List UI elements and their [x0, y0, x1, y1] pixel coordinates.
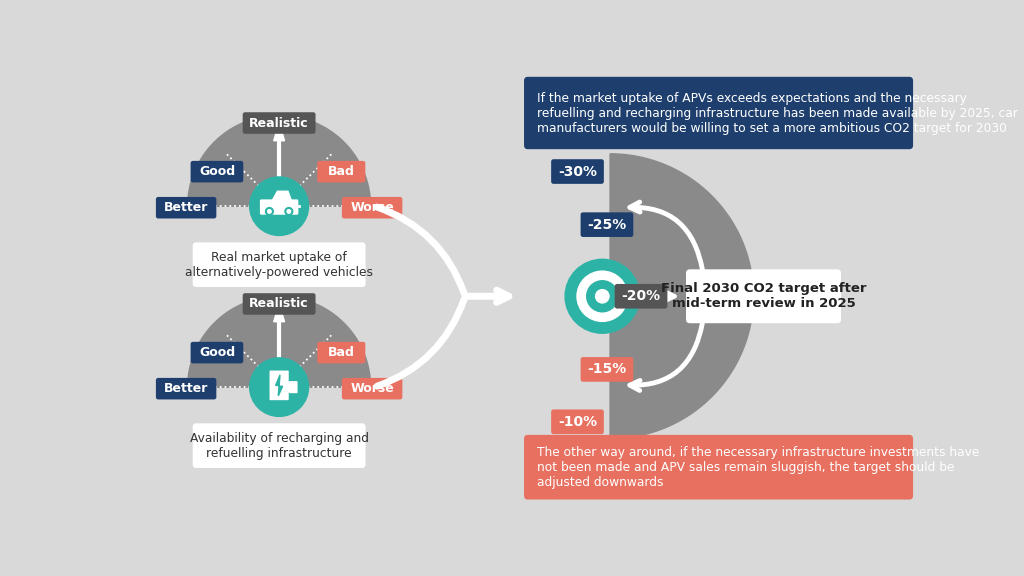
- Circle shape: [250, 177, 308, 236]
- Polygon shape: [272, 191, 292, 201]
- Text: The other way around, if the necessary infrastructure investments have
not been : The other way around, if the necessary i…: [538, 446, 980, 488]
- FancyBboxPatch shape: [342, 197, 402, 218]
- Polygon shape: [187, 115, 371, 206]
- Polygon shape: [273, 123, 285, 141]
- Circle shape: [250, 358, 308, 416]
- Text: Realistic: Realistic: [249, 116, 309, 130]
- FancyBboxPatch shape: [317, 161, 366, 183]
- Circle shape: [587, 281, 617, 312]
- Circle shape: [577, 271, 628, 321]
- FancyBboxPatch shape: [260, 199, 298, 215]
- Circle shape: [267, 210, 271, 213]
- FancyBboxPatch shape: [551, 410, 604, 434]
- FancyBboxPatch shape: [524, 435, 913, 499]
- FancyBboxPatch shape: [524, 77, 913, 149]
- FancyBboxPatch shape: [193, 242, 366, 287]
- FancyBboxPatch shape: [686, 270, 841, 323]
- FancyBboxPatch shape: [614, 284, 668, 309]
- FancyBboxPatch shape: [243, 112, 315, 134]
- Text: -20%: -20%: [622, 289, 660, 304]
- Text: Worse: Worse: [350, 382, 394, 395]
- Circle shape: [287, 210, 291, 213]
- FancyBboxPatch shape: [193, 423, 366, 468]
- FancyBboxPatch shape: [317, 342, 366, 363]
- FancyBboxPatch shape: [581, 213, 633, 237]
- Text: -15%: -15%: [588, 362, 627, 377]
- FancyBboxPatch shape: [190, 342, 244, 363]
- Text: Availability of recharging and
refuelling infrastructure: Availability of recharging and refuellin…: [189, 431, 369, 460]
- FancyBboxPatch shape: [190, 161, 244, 183]
- FancyBboxPatch shape: [156, 197, 216, 218]
- Text: -30%: -30%: [558, 165, 597, 179]
- FancyBboxPatch shape: [551, 159, 604, 184]
- FancyBboxPatch shape: [243, 293, 315, 314]
- Text: Better: Better: [164, 382, 208, 395]
- Circle shape: [596, 290, 609, 303]
- FancyBboxPatch shape: [581, 357, 633, 382]
- FancyBboxPatch shape: [156, 378, 216, 399]
- Polygon shape: [273, 304, 285, 322]
- Text: Bad: Bad: [328, 165, 354, 178]
- Text: Final 2030 CO2 target after
mid-term review in 2025: Final 2030 CO2 target after mid-term rev…: [660, 282, 866, 310]
- Circle shape: [565, 259, 640, 334]
- Polygon shape: [187, 296, 371, 387]
- Text: Realistic: Realistic: [249, 297, 309, 310]
- Text: Worse: Worse: [350, 201, 394, 214]
- Text: -10%: -10%: [558, 415, 597, 429]
- Text: Real market uptake of
alternatively-powered vehicles: Real market uptake of alternatively-powe…: [185, 251, 373, 279]
- FancyBboxPatch shape: [342, 378, 402, 399]
- Polygon shape: [610, 154, 754, 439]
- Text: -25%: -25%: [588, 218, 627, 232]
- FancyBboxPatch shape: [287, 381, 298, 393]
- Circle shape: [265, 207, 273, 215]
- Text: Bad: Bad: [328, 346, 354, 359]
- FancyBboxPatch shape: [269, 370, 289, 400]
- Text: Good: Good: [199, 346, 234, 359]
- Text: Better: Better: [164, 201, 208, 214]
- Text: Good: Good: [199, 165, 234, 178]
- Polygon shape: [275, 375, 283, 396]
- Text: If the market uptake of APVs exceeds expectations and the necessary
refuelling a: If the market uptake of APVs exceeds exp…: [538, 92, 1018, 135]
- Circle shape: [285, 207, 293, 215]
